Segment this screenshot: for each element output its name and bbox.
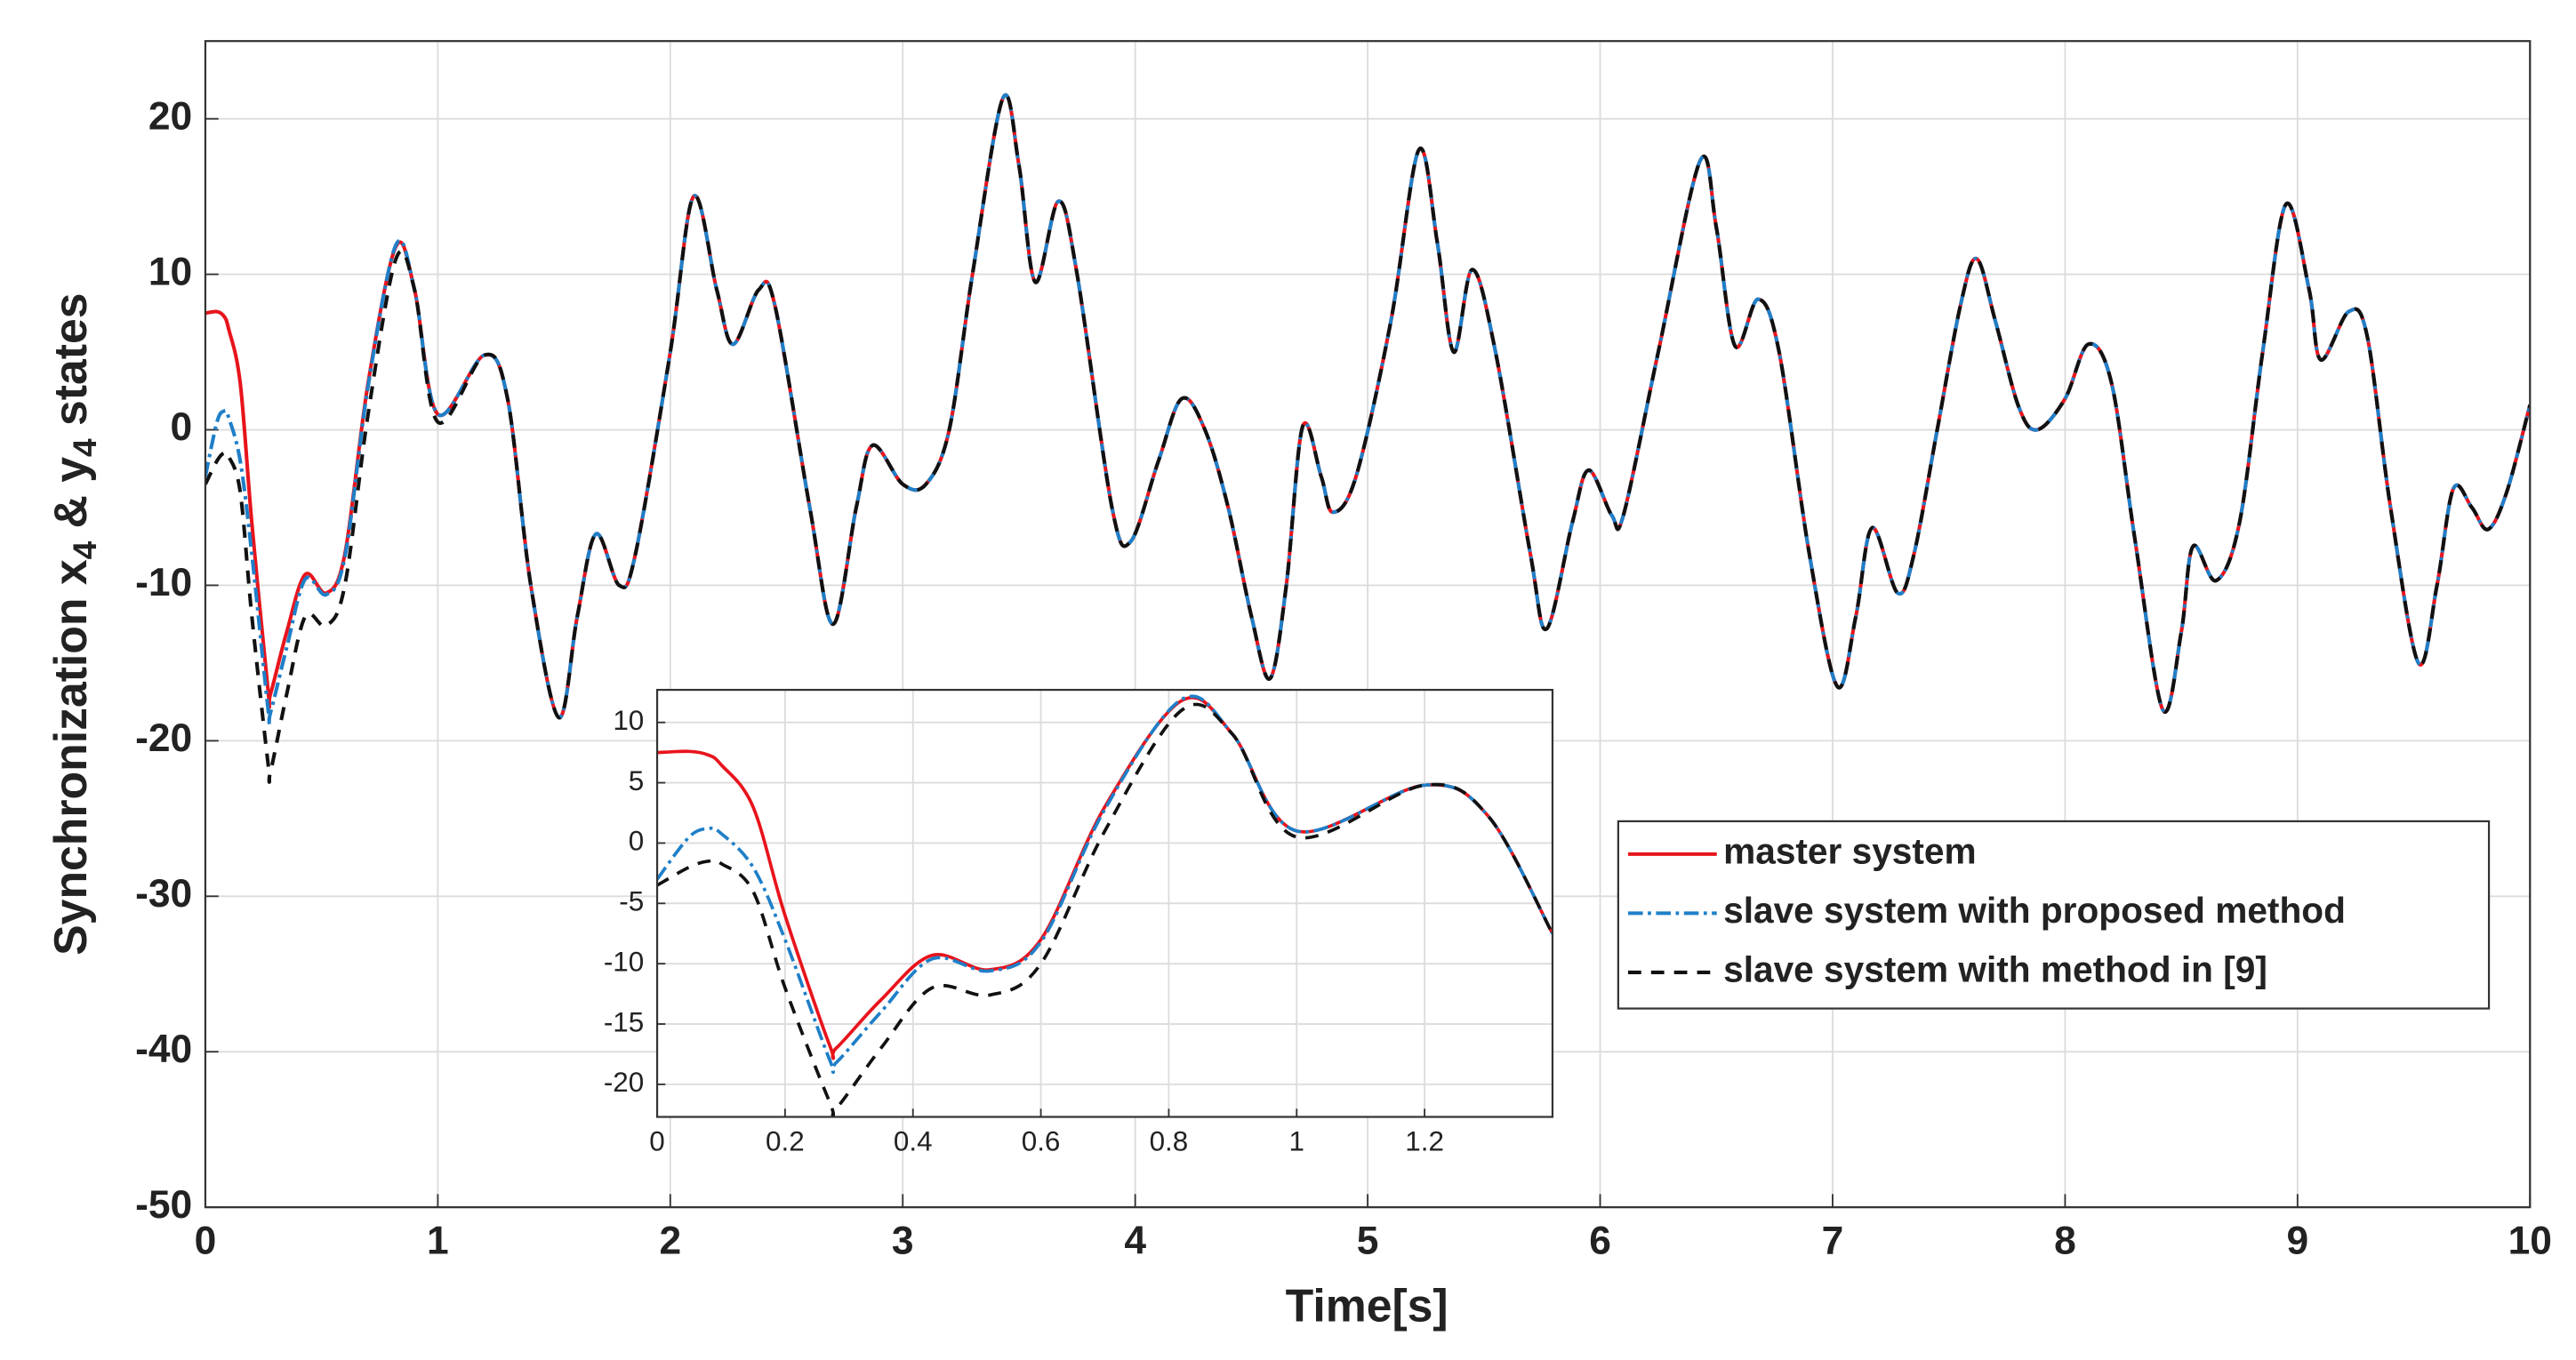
y-tick-label: -10 bbox=[135, 561, 192, 604]
legend-label: slave system with proposed method bbox=[1723, 890, 2346, 931]
y-label-part: states bbox=[44, 293, 96, 439]
y-tick-label: -40 bbox=[135, 1028, 192, 1071]
y-tick-label: 20 bbox=[148, 94, 192, 138]
y-axis-label: Synchronization x4 & y4 states bbox=[44, 293, 103, 956]
x-tick-label: 10 bbox=[2508, 1220, 2552, 1263]
y-tick-label: -5 bbox=[619, 886, 644, 917]
y-tick-label: -20 bbox=[604, 1067, 644, 1098]
x-tick-label: 6 bbox=[1589, 1220, 1611, 1263]
y-tick-label: -20 bbox=[135, 716, 192, 760]
plot-frame bbox=[204, 40, 2532, 1209]
y-label-part: Synchronization x bbox=[44, 559, 96, 956]
x-tick-label: 3 bbox=[892, 1220, 914, 1263]
legend: master system slave system with proposed … bbox=[1617, 820, 2491, 1010]
x-tick-label: 1 bbox=[1289, 1125, 1304, 1156]
y-tick-label: 0 bbox=[629, 826, 644, 857]
x-tick-label: 0 bbox=[195, 1220, 217, 1263]
x-tick-label: 1 bbox=[427, 1220, 449, 1263]
x-tick-label: 0.2 bbox=[766, 1125, 805, 1156]
plot-frame bbox=[655, 688, 1554, 1118]
legend-label: slave system with method in [9] bbox=[1723, 949, 2267, 990]
x-tick-label: 8 bbox=[2054, 1220, 2076, 1263]
legend-label: master system bbox=[1723, 831, 1977, 872]
y-tick-label: -30 bbox=[135, 872, 192, 916]
x-tick-label: 4 bbox=[1124, 1220, 1146, 1263]
x-tick-label: 9 bbox=[2287, 1220, 2309, 1263]
x-tick-label: 0.8 bbox=[1150, 1125, 1189, 1156]
y-label-part: & y bbox=[44, 457, 96, 541]
x-tick-label: 1.2 bbox=[1405, 1125, 1444, 1156]
x-tick-label: 7 bbox=[1822, 1220, 1844, 1263]
series-line bbox=[657, 702, 1553, 1117]
x-tick-label: 0 bbox=[649, 1125, 664, 1156]
y-tick-label: -50 bbox=[135, 1183, 192, 1227]
y-tick-label: 10 bbox=[148, 250, 192, 293]
x-tick-label: 0.6 bbox=[1022, 1125, 1061, 1156]
series-line bbox=[657, 694, 1553, 1074]
plot: -20 -15 -10 -5 0 5 10 0 0.2 0.4 0.6 0.8 1 1.2 bbox=[604, 688, 1554, 1156]
legend-box bbox=[1617, 820, 2491, 1010]
x-tick-label: 2 bbox=[659, 1220, 681, 1263]
y-label-part: 4 bbox=[67, 438, 103, 457]
y-tick-label: 10 bbox=[613, 705, 644, 736]
y-tick-label: -15 bbox=[604, 1006, 644, 1037]
x-tick-label: 0.4 bbox=[894, 1125, 933, 1156]
x-axis-label: Time[s] bbox=[1286, 1279, 1448, 1331]
y-tick-label: 5 bbox=[629, 765, 644, 796]
y-tick-label: -10 bbox=[604, 946, 644, 977]
x-tick-label: 5 bbox=[1357, 1220, 1379, 1263]
y-label-part: 4 bbox=[67, 540, 103, 559]
y-tick-label: 0 bbox=[171, 405, 193, 449]
series-line bbox=[205, 93, 2531, 784]
